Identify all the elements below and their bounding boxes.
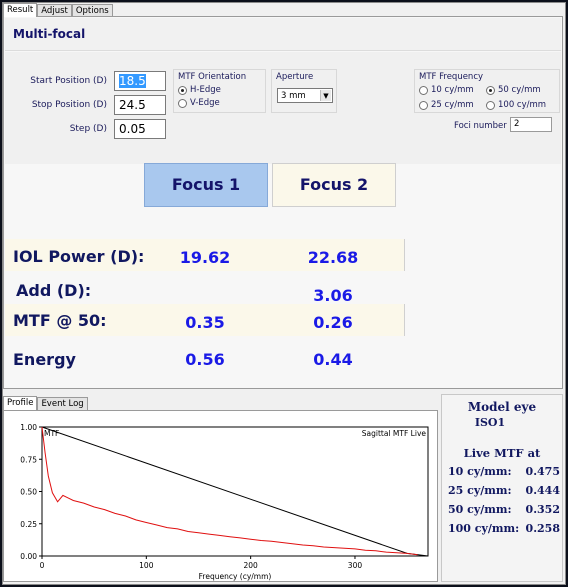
mtf-band bbox=[5, 304, 405, 336]
radio-h-edge-label: H-Edge bbox=[190, 85, 221, 95]
x-tick-label: 300 bbox=[348, 561, 363, 570]
live-mtf-row: 50 cy/mm: 0.352 bbox=[448, 503, 560, 516]
live-mtf-label: Live MTF at bbox=[463, 446, 541, 460]
focus-1-button[interactable]: Focus 1 bbox=[144, 163, 268, 207]
radio-v-edge[interactable]: V-Edge bbox=[178, 98, 220, 108]
tab-adjust[interactable]: Adjust bbox=[37, 4, 72, 17]
aperture-group: Aperture 3 mm ▼ bbox=[271, 69, 337, 113]
live-mtf-row: 100 cy/mm: 0.258 bbox=[448, 522, 560, 535]
radio-h-edge[interactable]: H-Edge bbox=[178, 85, 221, 95]
iol-power-focus-2: 22.68 bbox=[307, 248, 359, 267]
radio-100-cymm-label: 100 cy/mm bbox=[498, 100, 547, 110]
chart-title: Sagittal MTF Live bbox=[362, 429, 427, 438]
start-position-label: Start Position (D) bbox=[30, 76, 107, 86]
y-tick-label: 0.75 bbox=[20, 455, 37, 464]
model-eye-value: ISO1 bbox=[474, 416, 506, 429]
y-tick-label: 0.50 bbox=[20, 488, 37, 497]
mtf-plot-panel: 0.00 0.25 0.50 0.75 1.00 0 100 200 300 MTF Frequen… bbox=[3, 410, 438, 582]
iol-power-label: IOL Power (D): bbox=[13, 247, 145, 266]
radio-100-cymm[interactable]: 100 cy/mm bbox=[486, 100, 546, 110]
live-mtf-row-value: 0.258 bbox=[525, 522, 560, 535]
mtf-focus-2: 0.26 bbox=[313, 313, 353, 332]
stop-position-label: Stop Position (D) bbox=[31, 100, 107, 110]
live-mtf-row-value: 0.444 bbox=[525, 484, 560, 497]
radio-10-cymm-label: 10 cy/mm bbox=[431, 85, 474, 95]
foci-number-input[interactable]: 2 bbox=[510, 117, 552, 132]
side-panel: Model eye ISO1 Live MTF at 10 cy/mm: 0.4… bbox=[441, 394, 563, 582]
x-axis-label: Frequency (cy/mm) bbox=[199, 572, 272, 581]
x-tick-label: 100 bbox=[139, 561, 154, 570]
x-tick-label: 0 bbox=[40, 561, 45, 570]
step-label: Step (D) bbox=[69, 124, 107, 134]
live-mtf-row: 25 cy/mm: 0.444 bbox=[448, 484, 560, 497]
energy-label: Energy bbox=[13, 350, 76, 369]
page-title: Multi-focal bbox=[13, 27, 86, 41]
mtf-frequency-title: MTF Frequency bbox=[419, 72, 484, 82]
iol-power-focus-1: 19.62 bbox=[179, 248, 231, 267]
live-mtf-row-label: 10 cy/mm: bbox=[448, 465, 512, 478]
header-strip: Multi-focal bbox=[5, 18, 561, 51]
live-mtf-row: 10 cy/mm: 0.475 bbox=[448, 465, 560, 478]
mtf-orientation-title: MTF Orientation bbox=[178, 72, 247, 82]
start-position-input[interactable]: 18.5 bbox=[114, 71, 166, 91]
live-mtf-line bbox=[41, 426, 418, 556]
radio-checked-icon bbox=[178, 85, 187, 95]
aperture-title: Aperture bbox=[276, 72, 314, 82]
mtf-focus-1: 0.35 bbox=[185, 313, 225, 332]
add-label: Add (D): bbox=[16, 281, 92, 300]
energy-focus-2: 0.44 bbox=[313, 350, 353, 369]
plot-area bbox=[41, 426, 429, 557]
radio-25-cymm-label: 25 cy/mm bbox=[431, 100, 474, 110]
top-tab-bar: Result Adjust Options bbox=[3, 3, 113, 17]
radio-unchecked-icon bbox=[486, 100, 495, 110]
energy-focus-1: 0.56 bbox=[185, 350, 225, 369]
foci-number-label: Foci number bbox=[454, 121, 507, 131]
tab-options[interactable]: Options bbox=[71, 4, 113, 17]
live-mtf-row-label: 100 cy/mm: bbox=[448, 522, 520, 535]
tab-profile[interactable]: Profile bbox=[3, 396, 38, 410]
x-tick-label: 200 bbox=[243, 561, 258, 570]
radio-unchecked-icon bbox=[419, 100, 428, 110]
mtf-orientation-group: MTF Orientation H-Edge V-Edge bbox=[173, 69, 266, 113]
live-mtf-row-label: 50 cy/mm: bbox=[448, 503, 512, 516]
live-mtf-row-value: 0.352 bbox=[525, 503, 560, 516]
radio-50-cymm[interactable]: 50 cy/mm bbox=[486, 85, 541, 95]
radio-unchecked-icon bbox=[178, 98, 187, 108]
settings-area: Start Position (D) 18.5 Stop Position (D… bbox=[5, 52, 561, 164]
tab-event-log[interactable]: Event Log bbox=[37, 397, 88, 410]
live-mtf-row-value: 0.475 bbox=[525, 465, 560, 478]
live-mtf-row-label: 25 cy/mm: bbox=[448, 484, 512, 497]
bottom-tab-bar: Profile Event Log bbox=[3, 396, 88, 410]
add-value: 3.06 bbox=[313, 286, 353, 305]
mtf-chart: 0.00 0.25 0.50 0.75 1.00 0 100 200 300 MTF Frequen… bbox=[20, 423, 429, 581]
stop-position-input[interactable]: 24.5 bbox=[114, 95, 166, 115]
y-tick-label: 1.00 bbox=[20, 423, 37, 432]
model-eye-label: Model eye bbox=[467, 400, 537, 414]
radio-checked-icon bbox=[486, 85, 495, 95]
radio-50-cymm-label: 50 cy/mm bbox=[498, 85, 541, 95]
aperture-value: 3 mm bbox=[281, 91, 306, 101]
radio-unchecked-icon bbox=[419, 85, 428, 95]
mtf-frequency-group: MTF Frequency 10 cy/mm 50 cy/mm 25 cy/mm… bbox=[414, 69, 560, 113]
radio-v-edge-label: V-Edge bbox=[190, 98, 220, 108]
y-tick-label: 0.25 bbox=[20, 520, 37, 529]
result-panel: Multi-focal Start Position (D) 18.5 Stop… bbox=[3, 16, 563, 389]
step-input[interactable]: 0.05 bbox=[114, 119, 166, 139]
chevron-down-icon[interactable]: ▼ bbox=[320, 90, 331, 101]
iol-power-band bbox=[5, 239, 405, 271]
radio-10-cymm[interactable]: 10 cy/mm bbox=[419, 85, 474, 95]
tab-result[interactable]: Result bbox=[3, 3, 38, 17]
mtf-50-label: MTF @ 50: bbox=[13, 311, 107, 330]
focus-2-button[interactable]: Focus 2 bbox=[272, 163, 396, 207]
y-tick-label: 0.00 bbox=[20, 552, 37, 561]
radio-25-cymm[interactable]: 25 cy/mm bbox=[419, 100, 474, 110]
aperture-select[interactable]: 3 mm ▼ bbox=[277, 88, 333, 103]
y-axis-label: MTF bbox=[44, 429, 59, 438]
